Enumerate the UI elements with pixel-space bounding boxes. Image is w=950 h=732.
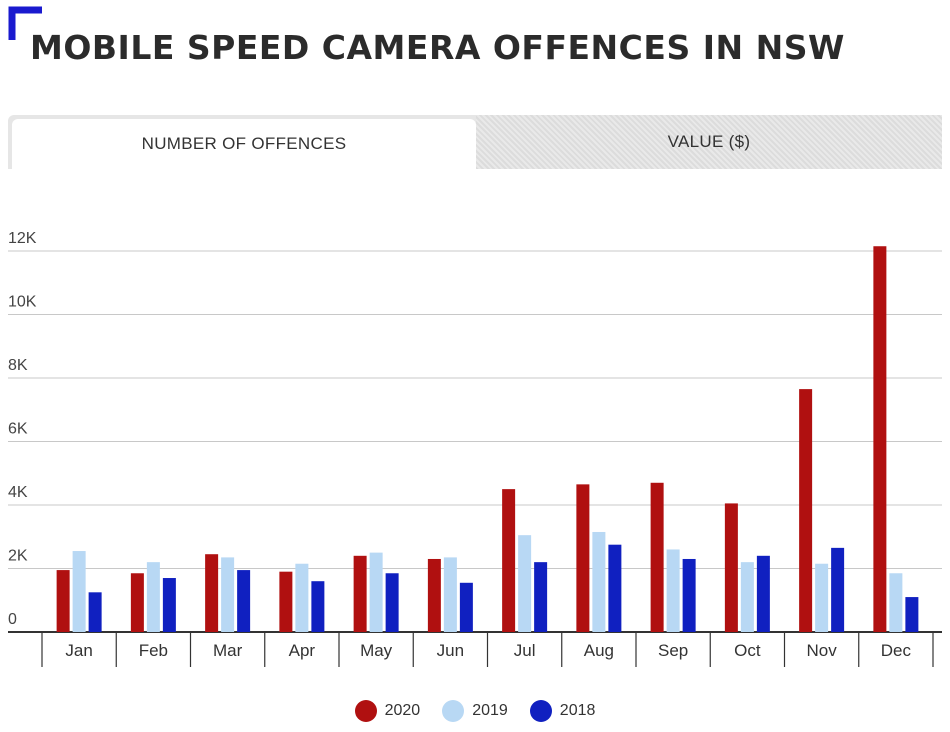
bar-2019-dec: 2019 Dec: 1850 [889, 573, 903, 632]
x-tick-label: Oct [734, 641, 761, 660]
y-tick-label: 8K [8, 357, 28, 374]
bar-2019-nov: 2019 Nov: 2150 [815, 563, 829, 632]
y-tick-label: 0 [8, 611, 17, 628]
bar-2020-jul: 2020 Jul: 4500 [502, 489, 516, 632]
legend-swatch-2018 [529, 700, 552, 722]
bar-2019-apr: 2019 Apr: 2150 [295, 563, 309, 632]
legend-swatch-2020 [354, 700, 377, 722]
x-tick-label: Nov [807, 641, 838, 660]
bar-2019-jul: 2019 Jul: 3050 [518, 535, 532, 632]
bar-2019-jan: 2019 Jan: 2550 [72, 551, 86, 632]
x-tick-label: Mar [213, 641, 243, 660]
tab-bar: NUMBER OF OFFENCES VALUE ($) [8, 115, 942, 169]
x-tick-label: May [360, 641, 393, 660]
bar-2020-jun: 2020 Jun: 2300 [427, 558, 441, 632]
bar-2020-sep: 2020 Sep: 4700 [650, 482, 664, 632]
bar-2020-apr: 2020 Apr: 1900 [279, 571, 293, 632]
x-tick-label: Jul [514, 641, 536, 660]
bar-2020-oct: 2020 Oct: 4050 [724, 503, 738, 632]
bar-2018-sep: 2018 Sep: 2300 [682, 558, 696, 632]
legend-label: 2019 [472, 702, 508, 719]
bar-2020-dec: 2020 Dec: 12150 [873, 246, 887, 633]
x-tick-label: Apr [289, 641, 316, 660]
bar-2020-jan: 2020 Jan: 1950 [56, 570, 70, 632]
bar-2018-jun: 2018 Jun: 1550 [459, 582, 473, 632]
x-tick-label: Dec [881, 641, 912, 660]
bar-2019-mar: 2019 Mar: 2350 [221, 557, 235, 632]
tab-number-of-offences[interactable]: NUMBER OF OFFENCES [12, 119, 476, 169]
x-tick-label: Aug [584, 641, 614, 660]
bar-2018-oct: 2018 Oct: 2400 [756, 555, 770, 632]
bar-2018-mar: 2018 Mar: 1950 [237, 570, 251, 632]
tab-label: VALUE ($) [667, 132, 751, 151]
y-tick-label: 12K [8, 230, 37, 247]
bar-2020-mar: 2020 Mar: 2450 [205, 554, 219, 632]
bar-2019-feb: 2019 Feb: 2200 [146, 562, 160, 632]
bar-2018-jan: 2018 Jan: 1250 [88, 592, 102, 632]
bar-2018-nov: 2018 Nov: 2650 [831, 547, 845, 632]
bar-2018-feb: 2018 Feb: 1700 [162, 578, 176, 632]
tab-value[interactable]: VALUE ($) [476, 115, 942, 169]
legend-label: 2018 [559, 702, 596, 719]
page-title: MOBILE SPEED CAMERA OFFENCES IN NSW [30, 28, 845, 67]
y-tick-label: 6K [8, 421, 28, 438]
bar-2018-dec: 2018 Dec: 1100 [905, 597, 919, 632]
y-tick-label: 10K [8, 294, 37, 311]
x-tick-label: Jun [437, 641, 464, 660]
bar-2020-aug: 2020 Aug: 4650 [576, 484, 590, 632]
x-tick-label: Feb [139, 641, 168, 660]
bar-2019-sep: 2019 Sep: 2600 [666, 549, 680, 632]
bar-2020-may: 2020 May: 2400 [353, 555, 367, 632]
y-tick-label: 4K [8, 484, 28, 501]
x-tick-label: Jan [65, 641, 92, 660]
bar-2019-oct: 2019 Oct: 2200 [740, 562, 754, 632]
legend-item-2018[interactable]: 2018 [529, 700, 596, 722]
bar-2019-aug: 2019 Aug: 3150 [592, 531, 606, 632]
bar-2018-may: 2018 May: 1850 [385, 573, 399, 632]
legend-label: 2020 [384, 702, 421, 719]
y-tick-label: 2K [8, 548, 28, 565]
legend-item-2019[interactable]: 2019 [442, 700, 508, 722]
legend-swatch-2019 [442, 700, 465, 722]
bar-2020-feb: 2020 Feb: 1850 [130, 573, 144, 632]
legend: 2020 2019 2018 [0, 700, 950, 722]
bar-2019-jun: 2019 Jun: 2350 [443, 557, 457, 632]
bar-2019-may: 2019 May: 2500 [369, 552, 383, 632]
bar-chart: 0 2K 4K 6K 8K 10K 12K Jan 2020 Jan: 19502019 Jan… [8, 230, 942, 667]
tab-label: NUMBER OF OFFENCES [141, 134, 347, 153]
legend-item-2020[interactable]: 2020 [354, 700, 421, 722]
bar-2018-apr: 2018 Apr: 1600 [311, 581, 325, 632]
x-tick-label: Sep [658, 641, 688, 660]
bar-2018-aug: 2018 Aug: 2750 [608, 544, 622, 632]
corner-bracket-icon [8, 6, 42, 40]
bar-2020-nov: 2020 Nov: 7650 [799, 389, 813, 632]
bar-2018-jul: 2018 Jul: 2200 [534, 562, 548, 632]
